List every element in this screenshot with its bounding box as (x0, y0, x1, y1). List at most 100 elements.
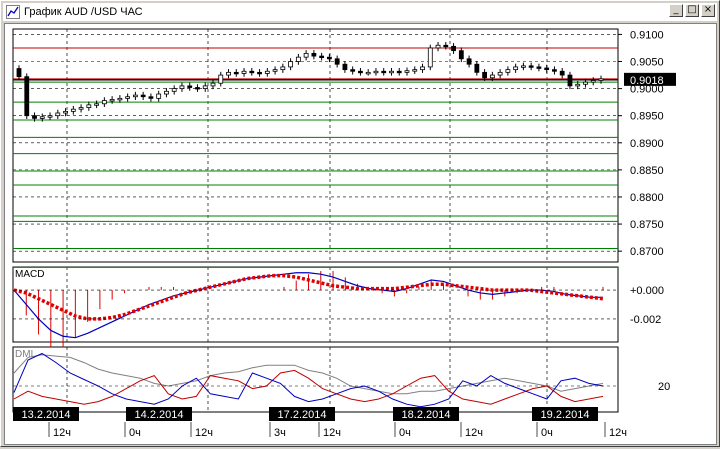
date-label-box (269, 407, 335, 421)
candle-body (55, 112, 61, 117)
candle-body (319, 55, 325, 58)
candle-body (466, 58, 472, 65)
price-tick-label: 0.8950 (630, 111, 664, 123)
candle-body (552, 69, 557, 72)
candle-body (427, 47, 433, 68)
time-label: 12ч (609, 427, 627, 439)
candle-body (497, 71, 503, 76)
date-label: 18.2.2014 (402, 409, 451, 421)
price-tick-label: 0.8750 (630, 219, 664, 231)
candle-body (125, 96, 131, 99)
candle-body (412, 69, 418, 72)
candle-body (435, 44, 441, 49)
chart-area[interactable]: 0.9100 0.9050 0.9000 0.8950 0.8900 0.8850 0.88… (4, 23, 717, 445)
candle-body (575, 83, 581, 87)
candle-body (179, 85, 185, 90)
candle-body (420, 66, 425, 71)
candle-body (303, 52, 309, 58)
candle-body (544, 67, 550, 71)
price-tick-label: 0.8850 (630, 165, 664, 177)
candle-body (32, 115, 37, 119)
candle-body (117, 97, 123, 101)
candle-body (474, 63, 480, 73)
candle-body (458, 50, 464, 60)
window-title: График AUD /USD ЧАС (24, 6, 143, 18)
minimize-button[interactable]: _ (669, 4, 683, 17)
candle-body (109, 99, 115, 102)
time-label: 0ч (399, 427, 411, 439)
price-tick-label: 0.9000 (630, 84, 664, 96)
candle-body (443, 44, 449, 48)
date-label-box (532, 407, 598, 421)
price-tick-label: 0.9050 (630, 57, 664, 69)
candle-body (365, 71, 371, 75)
chart-app-icon (6, 5, 20, 19)
candle-body (583, 81, 588, 85)
dmi-pane (12, 346, 619, 413)
candle-body (590, 80, 596, 83)
price-tick-label: 0.8700 (630, 246, 664, 258)
candle-body (86, 104, 92, 108)
candle-body (24, 76, 30, 117)
candle-body (358, 70, 363, 74)
candle-body (381, 70, 387, 74)
candle-body (311, 52, 317, 57)
macd-panel-label: MACD (15, 269, 44, 280)
candle-body (521, 65, 526, 68)
candle-body (389, 70, 394, 74)
candle-body (326, 56, 332, 60)
candle-body (404, 70, 410, 73)
dmi-plus-line (13, 352, 604, 408)
candle-body (396, 70, 402, 74)
candle-body (536, 66, 542, 69)
candle-body (264, 70, 270, 74)
candle-body (513, 66, 519, 71)
candle-body (148, 96, 154, 99)
maximize-button[interactable]: □ (685, 4, 699, 17)
candle-body (202, 85, 208, 90)
date-label: 14.2.2014 (135, 409, 184, 421)
price-tick-label: 0.9100 (630, 29, 664, 41)
candle-body (249, 70, 255, 74)
chart-canvas[interactable]: 0.9100 0.9050 0.9000 0.8950 0.8900 0.8850 0.88… (5, 24, 716, 444)
dmi-panel-label: DMI (15, 349, 33, 360)
time-label: 12ч (53, 427, 71, 439)
close-button[interactable]: × (701, 4, 715, 17)
adx-line (13, 354, 604, 395)
macd-signal-line (13, 273, 604, 321)
candle-body (272, 69, 278, 72)
candle-body (195, 87, 200, 90)
price-tick-label: 0.8900 (630, 138, 664, 150)
candle-body (140, 94, 146, 98)
candle-body (598, 78, 604, 81)
candle-body (94, 103, 99, 106)
candle-body (373, 70, 379, 74)
candle-body (567, 74, 573, 87)
macd-tick-label: -0.002 (630, 314, 661, 326)
price-pane (12, 28, 619, 263)
candle-body (350, 69, 356, 72)
candle-body (489, 74, 495, 79)
candle-body (101, 100, 107, 105)
candle-body (16, 68, 22, 78)
candle-body (280, 66, 286, 71)
candle-body (559, 70, 565, 76)
candle-body (233, 71, 239, 75)
candle-body (164, 90, 169, 95)
candle-body (70, 108, 76, 112)
date-label-box (126, 407, 192, 421)
dmi-tick-label: 20 (658, 381, 670, 393)
candle-body (241, 70, 247, 74)
candle-body (342, 63, 348, 71)
candle-body (528, 65, 534, 68)
candle-body (451, 45, 456, 52)
date-label: 13.2.2014 (22, 409, 71, 421)
date-label: 19.2.2014 (541, 409, 590, 421)
current-price-box (624, 72, 676, 86)
date-label-box (393, 407, 459, 421)
time-label: 12ч (323, 427, 341, 439)
candle-body (171, 88, 177, 92)
date-label-box (13, 407, 79, 421)
time-label: 0ч (541, 427, 553, 439)
